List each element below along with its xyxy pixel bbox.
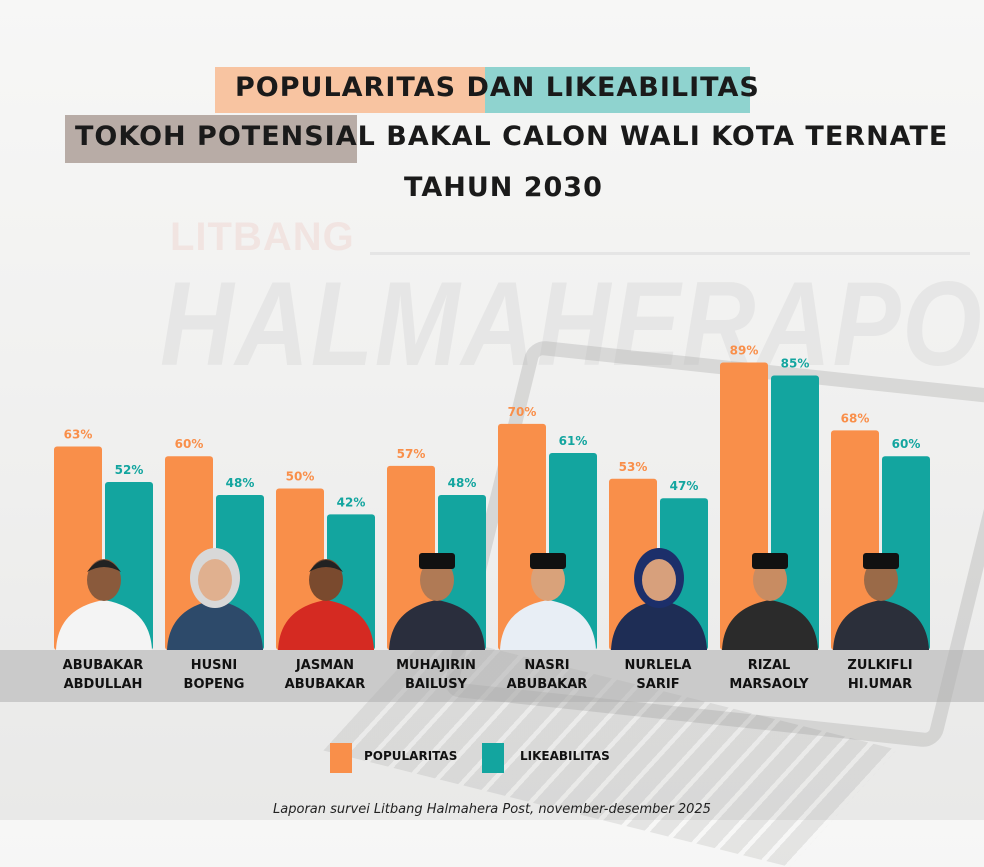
candidate-photo-3 bbox=[389, 553, 485, 650]
candidate-name-line: SARIF bbox=[636, 677, 680, 692]
title-line3: TAHUN 2030 bbox=[404, 172, 603, 203]
candidate-name-line: ABUBAKAR bbox=[284, 677, 366, 692]
candidate-photo-4 bbox=[500, 553, 596, 650]
candidate-photo-5 bbox=[611, 548, 707, 650]
candidate-name-line: HI.UMAR bbox=[847, 677, 913, 692]
title-popularitas-dan: POPULARITAS DAN bbox=[235, 72, 536, 103]
candidate-name-3: MUHAJIRIN BAILUSY bbox=[381, 656, 491, 694]
legend-label-popularitas: POPULARITAS bbox=[364, 749, 458, 763]
footer-source: Laporan survei Litbang Halmahera Post, n… bbox=[273, 802, 711, 817]
names-band bbox=[0, 650, 984, 702]
candidate-name-line: ABUBAKAR bbox=[506, 677, 588, 692]
bar-popularitas-4 bbox=[498, 423, 546, 650]
candidate-name-line: ABDULLAH bbox=[63, 677, 143, 692]
watermark-halmaherapost: HALMAHERAPOST bbox=[160, 257, 984, 391]
title-bakal-calon: BAKAL CALON WALI KOTA TERNATE bbox=[386, 121, 949, 152]
title-line1: POPULARITAS DAN LIKEABILITAS bbox=[235, 72, 760, 103]
data-label-likeabilitas-4: 61% bbox=[559, 434, 588, 448]
bar-likeabilitas-4 bbox=[549, 452, 597, 650]
candidate-name-line: NURLELA bbox=[624, 658, 692, 673]
candidate-name-6: RIZAL MARSAOLY bbox=[714, 656, 824, 694]
data-label-likeabilitas-0: 52% bbox=[115, 463, 144, 477]
title-highlight-orange bbox=[215, 67, 485, 113]
data-label-likeabilitas-3: 48% bbox=[448, 476, 477, 490]
candidate-name-line: ABUBAKAR bbox=[62, 658, 144, 673]
data-label-popularitas-2: 50% bbox=[286, 470, 315, 484]
candidate-name-line: NASRI bbox=[524, 658, 570, 673]
candidate-name-line: ZULKIFLI bbox=[847, 658, 913, 673]
candidate-name-line: MARSAOLY bbox=[729, 677, 809, 692]
title-highlight-gray bbox=[65, 115, 357, 163]
candidate-photo-6 bbox=[722, 553, 818, 650]
candidate-photo-7 bbox=[833, 553, 929, 650]
title-line2: TOKOH POTENSIAL BAKAL CALON WALI KOTA TE… bbox=[75, 121, 948, 152]
candidate-name-4: NASRI ABUBAKAR bbox=[492, 656, 602, 694]
data-label-popularitas-0: 63% bbox=[64, 428, 93, 442]
watermark-line bbox=[370, 252, 970, 255]
candidate-name-line: BOPENG bbox=[183, 677, 245, 692]
legend-swatch-popularitas bbox=[330, 743, 352, 773]
bar-popularitas-7 bbox=[831, 430, 879, 650]
candidate-name-5: NURLELA SARIF bbox=[603, 656, 713, 694]
data-label-likeabilitas-7: 60% bbox=[892, 437, 921, 451]
data-label-likeabilitas-2: 42% bbox=[337, 495, 366, 509]
legend-label-likeabilitas: LIKEABILITAS bbox=[520, 749, 610, 763]
data-label-popularitas-1: 60% bbox=[175, 437, 204, 451]
data-label-popularitas-5: 53% bbox=[619, 460, 648, 474]
data-label-popularitas-6: 89% bbox=[730, 344, 759, 358]
candidate-name-1: HUSNI BOPENG bbox=[159, 656, 269, 694]
title-tokoh-potensial: TOKOH POTENSIAL bbox=[75, 121, 376, 152]
candidate-name-line: BAILUSY bbox=[405, 677, 467, 692]
candidate-name-7: ZULKIFLI HI.UMAR bbox=[825, 656, 935, 694]
bar-popularitas-0 bbox=[54, 446, 102, 650]
candidate-name-2: JASMAN ABUBAKAR bbox=[270, 656, 380, 694]
candidate-photo-0 bbox=[56, 559, 152, 650]
candidate-name-line: JASMAN bbox=[295, 658, 355, 673]
candidate-name-0: ABUBAKAR ABDULLAH bbox=[48, 656, 158, 694]
data-label-popularitas-7: 68% bbox=[841, 411, 870, 425]
title-likeabilitas: LIKEABILITAS bbox=[545, 72, 760, 103]
bar-likeabilitas-7 bbox=[882, 456, 930, 650]
candidate-name-line: HUSNI bbox=[190, 658, 238, 673]
title-highlight-teal bbox=[485, 67, 750, 113]
bar-chart: 63% 52% 60% 48% 50% 42% 57% 48% 70% 61% 53% 47% 89% 8… bbox=[54, 344, 930, 650]
data-label-likeabilitas-5: 47% bbox=[670, 479, 699, 493]
legend-swatch-likeabilitas bbox=[482, 743, 504, 773]
candidate-photo-2 bbox=[278, 559, 374, 650]
candidate-photo-1 bbox=[167, 548, 263, 650]
data-label-popularitas-4: 70% bbox=[508, 405, 537, 419]
candidate-name-line: MUHAJIRIN bbox=[396, 658, 476, 673]
candidate-name-line: RIZAL bbox=[747, 658, 791, 673]
watermark-litbang: LITBANG bbox=[170, 215, 355, 259]
data-label-likeabilitas-6: 85% bbox=[781, 356, 810, 370]
data-label-popularitas-3: 57% bbox=[397, 447, 426, 461]
data-label-likeabilitas-1: 48% bbox=[226, 476, 255, 490]
